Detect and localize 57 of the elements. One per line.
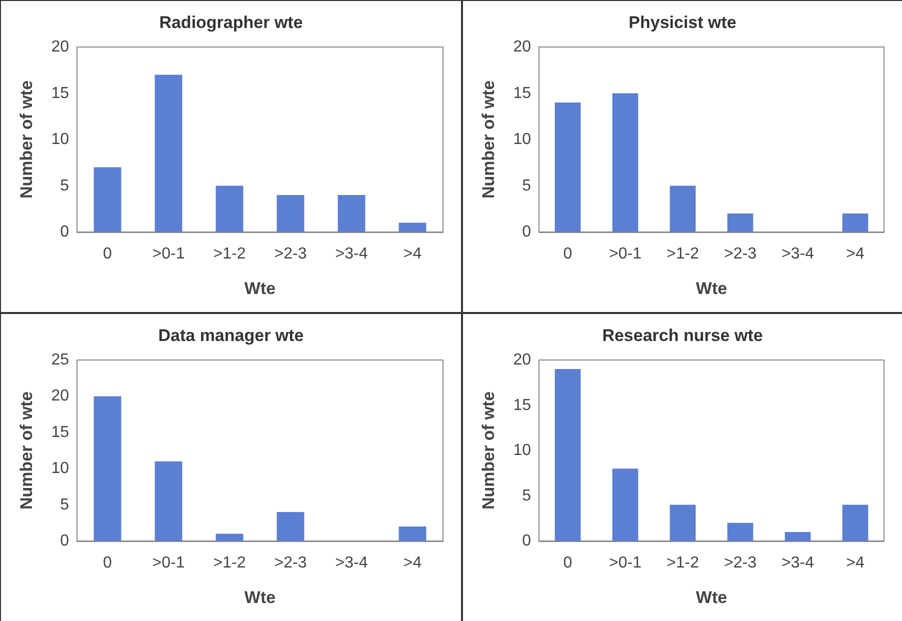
y-tick-label: 15 <box>51 424 70 441</box>
y-tick-label: 15 <box>51 84 70 102</box>
y-tick-label: 20 <box>513 352 532 368</box>
x-tick-label: >0-1 <box>152 554 185 572</box>
y-tick-label: 10 <box>51 460 70 478</box>
y-tick-label: 15 <box>513 84 532 102</box>
x-tick-label: >0-1 <box>609 554 642 572</box>
x-tick-label: >2-3 <box>274 554 307 572</box>
x-axis-title: Wte <box>244 588 276 607</box>
x-tick-label: >2-3 <box>274 246 307 262</box>
x-tick-label: >2-3 <box>724 554 757 572</box>
x-tick-label: >3-4 <box>782 554 814 572</box>
y-axis-title: Number of wte <box>17 80 36 199</box>
chart-title: Radiographer wte <box>159 13 303 32</box>
chart-title: Data manager wte <box>158 326 304 345</box>
y-tick-label: 20 <box>51 388 70 405</box>
x-tick-label: >1-2 <box>213 554 246 572</box>
x-tick-label: >1-2 <box>666 554 700 572</box>
y-axis-title: Number of wte <box>479 80 498 199</box>
y-tick-label: 15 <box>513 396 532 414</box>
y-tick-label: 25 <box>51 352 70 368</box>
y-tick-label: 20 <box>513 38 532 56</box>
y-axis-title: Number of wte <box>479 391 498 510</box>
x-tick-label: 0 <box>563 246 572 262</box>
y-tick-label: 0 <box>60 532 70 550</box>
chart-title: Physicist wte <box>628 13 736 32</box>
x-tick-label: 0 <box>103 246 112 262</box>
x-tick-label: >0-1 <box>609 246 642 262</box>
x-tick-label: >0-1 <box>152 246 185 262</box>
x-tick-label: 0 <box>103 554 112 572</box>
y-tick-label: 20 <box>51 38 70 56</box>
x-tick-label: >2-3 <box>724 246 757 262</box>
y-axis-title: Number of wte <box>17 391 36 510</box>
y-tick-label: 5 <box>60 496 70 514</box>
x-tick-label: >4 <box>403 246 422 262</box>
y-tick-label: 0 <box>522 224 532 240</box>
x-axis-title: Wte <box>696 588 728 607</box>
x-tick-label: >4 <box>403 554 422 572</box>
y-tick-label: 0 <box>60 224 70 240</box>
chart-title: Research nurse wte <box>602 326 763 345</box>
x-axis-title: Wte <box>244 279 276 298</box>
x-tick-label: >3-4 <box>335 554 368 572</box>
x-axis-title: Wte <box>696 279 728 298</box>
x-tick-label: >3-4 <box>782 246 814 262</box>
y-tick-label: 5 <box>60 177 70 194</box>
x-tick-label: >4 <box>846 246 864 262</box>
y-tick-label: 10 <box>51 131 70 148</box>
x-tick-label: >3-4 <box>335 246 368 262</box>
x-tick-label: >1-2 <box>213 246 246 262</box>
y-tick-label: 5 <box>522 487 532 504</box>
y-tick-label: 5 <box>522 177 532 194</box>
y-tick-label: 10 <box>513 442 532 459</box>
y-tick-label: 10 <box>513 131 532 148</box>
y-tick-label: 0 <box>522 532 532 550</box>
x-tick-label: >1-2 <box>666 246 700 262</box>
x-tick-label: 0 <box>563 554 572 572</box>
x-tick-label: >4 <box>846 554 864 572</box>
